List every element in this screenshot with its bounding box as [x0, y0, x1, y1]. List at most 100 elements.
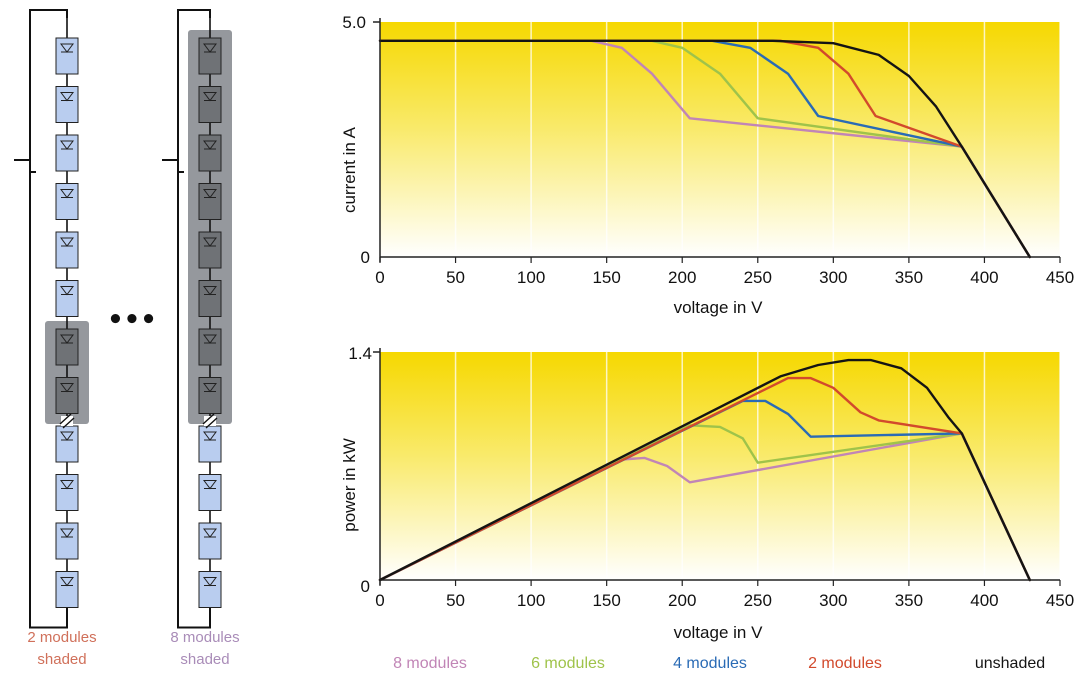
current-x-axis-title: voltage in V — [674, 298, 763, 317]
current-y-axis-title: current in A — [340, 126, 359, 213]
string-2-shaded-rail — [29, 9, 68, 629]
module-body — [55, 134, 79, 172]
module-body — [198, 183, 222, 220]
module-body — [198, 231, 222, 269]
current-axes: 0 50 100 150 200 250 300 350 400 450 — [373, 18, 1074, 287]
pv-module — [55, 522, 79, 560]
pv-module — [198, 474, 222, 511]
x-tick-label: 450 — [1046, 268, 1074, 287]
power-y-tick-zero: 0 — [361, 577, 370, 596]
diode-icon — [60, 189, 74, 199]
module-body — [198, 134, 222, 172]
legend-item-2-modules: 2 modules — [808, 655, 882, 672]
diode-icon — [203, 480, 217, 490]
string-8-shaded-wire-gap — [204, 416, 216, 426]
pv-module — [55, 183, 79, 220]
x-tick-label: 250 — [744, 268, 772, 287]
module-body — [55, 522, 79, 560]
break-slash — [205, 417, 218, 429]
diode-icon — [60, 237, 74, 247]
string-2-shaded-wire-gap — [61, 416, 73, 426]
legend-item-6-modules: 6 modules — [531, 655, 605, 672]
pv-module — [55, 86, 79, 123]
module-body — [55, 231, 79, 269]
caption-2-shaded-line1: 2 modules — [27, 629, 96, 646]
legend-item-unshaded: unshaded — [975, 655, 1045, 672]
diode-icon — [60, 577, 74, 587]
x-tick-label: 350 — [895, 268, 923, 287]
pv-module — [198, 377, 222, 414]
module-body — [55, 328, 79, 366]
diode-icon — [203, 140, 217, 150]
module-body — [198, 37, 222, 75]
module-body — [198, 571, 222, 608]
module-body — [55, 183, 79, 220]
string-diagram: ••• 2 modules shaded 8 modules shaded — [14, 9, 240, 668]
module-body — [198, 86, 222, 123]
ellipsis-marker: ••• — [107, 305, 157, 335]
legend: 8 modules 6 modules 4 modules 2 modules unsh… — [393, 655, 1045, 672]
caption-8-shaded-line1: 8 modules — [170, 629, 239, 646]
pv-module — [198, 522, 222, 560]
diode-icon — [203, 577, 217, 587]
pv-module — [55, 37, 79, 75]
power-chart: 0 50 100 150 200 250 300 350 400 450 1.4 0 power … — [340, 344, 1074, 642]
diode-icon — [203, 43, 217, 53]
break-slash — [62, 417, 75, 429]
power-x-axis-title: voltage in V — [674, 623, 763, 642]
x-tick-label: 100 — [517, 591, 545, 610]
pv-module — [198, 280, 222, 317]
current-y-tick-zero: 0 — [361, 248, 370, 267]
module-body — [55, 474, 79, 511]
diode-icon — [60, 92, 74, 102]
diode-icon — [60, 43, 74, 53]
current-series — [378, 39, 1032, 259]
diode-icon — [203, 237, 217, 247]
diode-icon — [60, 431, 74, 441]
series-line-unshaded — [378, 358, 1032, 582]
x-tick-label: 50 — [446, 591, 465, 610]
pv-module — [198, 328, 222, 366]
diode-icon — [60, 140, 74, 150]
legend-item-4-modules: 4 modules — [673, 655, 747, 672]
x-tick-label: 350 — [895, 591, 923, 610]
pv-module — [198, 425, 222, 463]
module-body — [198, 377, 222, 414]
string-2-shaded-break — [14, 159, 36, 173]
diode-icon — [60, 334, 74, 344]
module-body — [55, 37, 79, 75]
pv-module — [55, 571, 79, 608]
x-tick-label: 400 — [970, 268, 998, 287]
string-8-shaded-rail — [177, 9, 211, 629]
module-body — [198, 474, 222, 511]
x-tick-label: 0 — [375, 268, 384, 287]
pv-module — [55, 231, 79, 269]
pv-module — [55, 377, 79, 414]
power-axes: 0 50 100 150 200 250 300 350 400 450 — [373, 348, 1074, 610]
diode-icon — [203, 528, 217, 538]
diode-icon — [203, 431, 217, 441]
pv-module — [55, 280, 79, 317]
string-8-shaded-break — [162, 159, 184, 173]
series-line-2-modules — [378, 376, 1032, 582]
diode-icon — [60, 383, 74, 393]
current-y-tick-max: 5.0 — [342, 13, 366, 32]
module-body — [198, 280, 222, 317]
module-body — [55, 86, 79, 123]
x-tick-label: 450 — [1046, 591, 1074, 610]
pv-module — [198, 183, 222, 220]
diode-icon — [203, 286, 217, 296]
power-y-tick-max: 1.4 — [348, 344, 372, 363]
pv-module — [198, 571, 222, 608]
x-tick-label: 250 — [744, 591, 772, 610]
break-slash — [59, 413, 72, 425]
pv-module — [55, 425, 79, 463]
break-slash — [202, 413, 215, 425]
x-tick-label: 50 — [446, 268, 465, 287]
pv-module — [198, 86, 222, 123]
pv-module — [198, 134, 222, 172]
x-tick-label: 400 — [970, 591, 998, 610]
current-plot-area — [380, 22, 1060, 257]
diode-icon — [203, 383, 217, 393]
